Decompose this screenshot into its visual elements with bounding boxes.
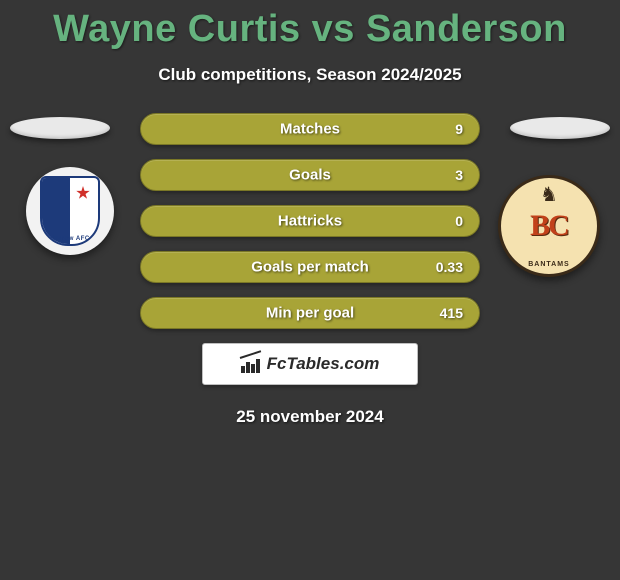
stat-label: Goals per match — [141, 259, 479, 276]
stat-bar-goals-per-match: Goals per match 0.33 — [140, 251, 480, 283]
stat-label: Matches — [141, 121, 479, 138]
bar-chart-icon — [241, 355, 261, 373]
comparison-panel: Barrow AFC ♞ BC BANTAMS Matches 9 Goals … — [0, 113, 620, 427]
right-crest-banner: BANTAMS — [528, 261, 569, 268]
subtitle: Club competitions, Season 2024/2025 — [0, 65, 620, 85]
stat-value: 0.33 — [436, 259, 463, 275]
left-crest-label: Barrow AFC — [50, 236, 89, 242]
brand-text: FcTables.com — [267, 354, 380, 374]
page-title: Wayne Curtis vs Sanderson — [0, 0, 620, 51]
right-club-crest: ♞ BC BANTAMS — [498, 175, 600, 277]
right-crest-initials: BC — [530, 209, 568, 243]
stat-value: 3 — [455, 167, 463, 183]
stat-value: 415 — [440, 305, 463, 321]
stat-value: 0 — [455, 213, 463, 229]
stat-bar-matches: Matches 9 — [140, 113, 480, 145]
stat-bars: Matches 9 Goals 3 Hattricks 0 Goals per … — [140, 113, 480, 329]
date-label: 25 november 2024 — [0, 407, 620, 427]
left-club-crest: Barrow AFC — [26, 167, 114, 255]
left-player-oval — [10, 117, 110, 139]
stat-label: Hattricks — [141, 213, 479, 230]
right-player-oval — [510, 117, 610, 139]
stat-bar-min-per-goal: Min per goal 415 — [140, 297, 480, 329]
stat-bar-goals: Goals 3 — [140, 159, 480, 191]
stat-label: Min per goal — [141, 305, 479, 322]
brand-box[interactable]: FcTables.com — [202, 343, 418, 385]
stat-value: 9 — [455, 121, 463, 137]
stat-label: Goals — [141, 167, 479, 184]
stat-bar-hattricks: Hattricks 0 — [140, 205, 480, 237]
rooster-icon: ♞ — [540, 182, 558, 207]
shield-icon: Barrow AFC — [40, 176, 100, 246]
